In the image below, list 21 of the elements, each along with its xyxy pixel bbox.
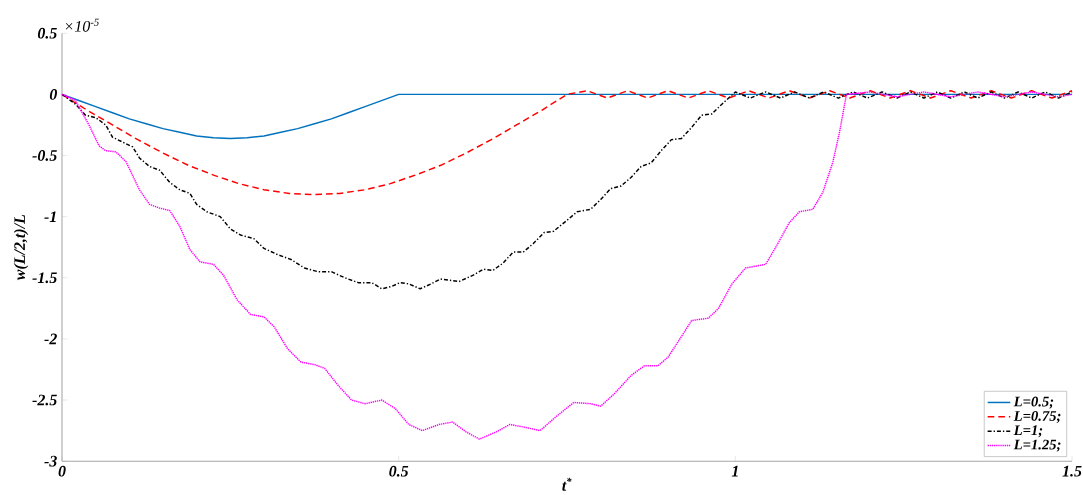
y-tick-label: -1	[44, 211, 56, 222]
x-axis-title: t$^{*}$	[562, 477, 572, 491]
legend-label: L=1;	[1013, 425, 1043, 438]
y-tick-label: -2	[44, 333, 57, 345]
legend-label: L=0.5;	[1013, 396, 1054, 409]
x-tick-label: 0.5	[389, 465, 409, 477]
line-series	[61, 91, 1073, 440]
y-tick-label: -0.5	[32, 150, 57, 161]
y-tick-label: 0.5	[37, 27, 57, 39]
x-tick-label: 1	[731, 465, 738, 477]
x-tick-label: 0	[58, 465, 66, 477]
text: ×10$^{-5}$	[65, 18, 99, 32]
y-tick-label: 0	[49, 88, 58, 100]
y-tick-label: -2.5	[32, 394, 57, 406]
legend-label: L=0.75;	[1013, 410, 1061, 423]
line-series	[61, 89, 1073, 196]
legend-label: L=1.25;	[1013, 439, 1061, 452]
y-axis-title: w(L/2,t)/L	[13, 214, 29, 281]
y-tick-label: -3	[44, 455, 57, 467]
x-tick-label: 1.5	[1062, 465, 1082, 477]
y-tick-label: -1.5	[32, 272, 57, 284]
